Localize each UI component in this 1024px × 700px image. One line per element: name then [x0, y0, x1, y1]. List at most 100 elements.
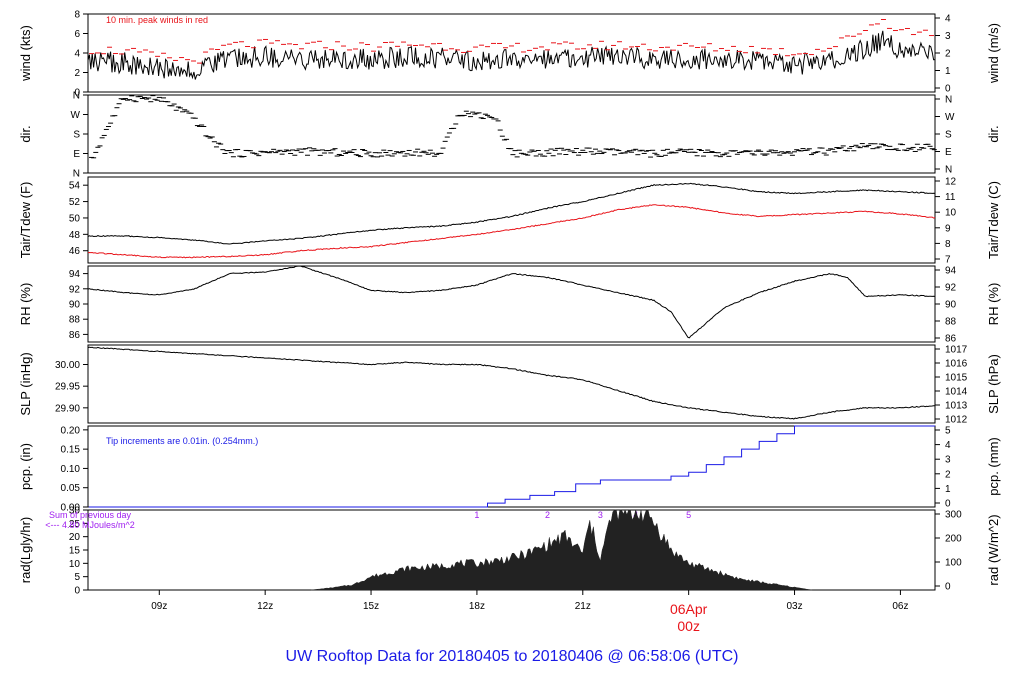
- y-tick-label: 0: [74, 586, 80, 597]
- y-tick-label: 30: [69, 506, 81, 517]
- panel-frame-slp: [87, 344, 936, 424]
- y-axis-label-right-rh: RH (%): [986, 283, 1001, 326]
- y-axis-label-right-slp: SLP (hPa): [986, 354, 1001, 414]
- y-right-tick-label: 92: [945, 283, 957, 294]
- y-right-tick-label: 100: [945, 558, 962, 569]
- y-axis-label-temp: Tair/Tdew (F): [18, 182, 33, 259]
- annotation-daily-sum-value: <--- 4.80 MJoules/m^2: [45, 520, 135, 530]
- panel-frame-temp: [87, 176, 936, 264]
- y-tick-label: 15: [69, 546, 81, 557]
- y-right-tick-label: S: [945, 130, 952, 141]
- series-area-rad: [310, 509, 813, 591]
- y-tick-label: 50: [69, 213, 81, 224]
- y-tick-label: 0.10: [61, 464, 81, 475]
- annotation-peak-winds: 10 min. peak winds in red: [106, 15, 208, 25]
- page-title: UW Rooftop Data for 20180405 to 20180406…: [285, 648, 739, 665]
- x-tick-label: 12z: [257, 601, 273, 612]
- y-right-tick-label: 8: [945, 239, 951, 250]
- y-right-tick-label: 2: [945, 469, 951, 480]
- x-tick-label: 21z: [575, 601, 591, 612]
- x-tick-label: 06z: [892, 601, 908, 612]
- y-right-tick-label: 10: [945, 208, 957, 219]
- y-tick-label: 48: [69, 230, 81, 241]
- y-tick-label: 0.00: [61, 503, 81, 514]
- y-right-tick-label: 11: [945, 192, 956, 203]
- y-axis-label-dir: dir.: [18, 125, 33, 142]
- y-right-tick-label: 7: [945, 255, 951, 266]
- y-right-tick-label: 0: [945, 582, 951, 593]
- y-tick-label: 20: [69, 532, 81, 543]
- y-right-tick-label: E: [945, 147, 952, 158]
- y-axis-label-slp: SLP (inHg): [18, 352, 33, 415]
- series-line-rh: [87, 265, 936, 339]
- y-right-tick-label: 1: [945, 484, 951, 495]
- series-line-temp: [87, 182, 936, 245]
- y-tick-label: 94: [69, 269, 81, 280]
- y-right-tick-label: 300: [945, 510, 962, 521]
- annotation-tip-increments: Tip increments are 0.01in. (0.254mm.): [106, 436, 258, 446]
- y-right-tick-label: 1: [945, 66, 951, 77]
- panel-frame-rh: [87, 265, 936, 343]
- y-right-tick-label: 1016: [945, 359, 968, 370]
- y-axis-label-right-wind: wind (m/s): [986, 23, 1001, 84]
- y-tick-label: 25: [69, 519, 81, 530]
- y-right-tick-label: 1017: [945, 345, 968, 356]
- y-right-tick-label: N: [945, 95, 952, 106]
- y-right-tick-label: 1013: [945, 401, 968, 412]
- hour-marker-label: 5: [686, 510, 691, 520]
- y-tick-label: 0.20: [61, 425, 81, 436]
- y-tick-label: 0: [74, 88, 80, 99]
- y-right-tick-label: 0: [945, 499, 951, 510]
- x-tick-label: 15z: [363, 601, 379, 612]
- y-axis-label-wind: wind (kts): [18, 25, 33, 82]
- y-tick-label: 8: [74, 10, 80, 21]
- y-right-tick-label: 5: [945, 426, 951, 437]
- y-right-tick-label: W: [945, 112, 955, 123]
- hour-marker-label: 3: [598, 510, 603, 520]
- series-line-temp: [87, 204, 936, 259]
- y-tick-label: N: [73, 91, 80, 102]
- y-right-tick-label: 3: [945, 31, 951, 42]
- y-tick-label: 92: [69, 284, 81, 295]
- y-axis-label-rad: rad(Lgly/hr): [18, 517, 33, 583]
- y-right-tick-label: 94: [945, 266, 957, 277]
- y-axis-label-right-pcp: pcp. (mm): [986, 437, 1001, 496]
- y-tick-label: E: [73, 149, 80, 160]
- y-tick-label: 0.15: [61, 445, 81, 456]
- annotation-daily-sum: Sum of previous day: [49, 510, 132, 520]
- y-tick-label: N: [73, 169, 80, 180]
- y-tick-label: 29.90: [55, 403, 80, 414]
- y-tick-label: S: [73, 130, 80, 141]
- x-tick-label: 09z: [151, 601, 167, 612]
- y-tick-label: W: [71, 110, 81, 121]
- y-right-tick-label: 12: [945, 177, 957, 188]
- y-right-tick-label: 9: [945, 223, 951, 234]
- y-tick-label: 30.00: [55, 360, 80, 371]
- y-right-tick-label: 1014: [945, 387, 968, 398]
- y-tick-label: 88: [69, 315, 81, 326]
- y-tick-label: 54: [69, 181, 81, 192]
- y-tick-label: 86: [69, 330, 81, 341]
- y-tick-label: 6: [74, 29, 80, 40]
- y-tick-label: 46: [69, 246, 81, 257]
- series-step-pcp: [88, 425, 935, 508]
- y-right-tick-label: 88: [945, 317, 957, 328]
- y-tick-label: 5: [74, 572, 80, 583]
- x-tick-label: 03z: [786, 601, 802, 612]
- y-right-tick-label: 90: [945, 300, 957, 311]
- y-tick-label: 52: [69, 197, 81, 208]
- panel-frame-pcp: [87, 425, 936, 508]
- hour-marker-label: 1: [474, 510, 479, 520]
- x-date-label: 06Apr: [670, 601, 708, 617]
- y-right-tick-label: 86: [945, 334, 957, 345]
- y-axis-label-right-temp: Tair/Tdew (C): [986, 181, 1001, 259]
- y-axis-label-rh: RH (%): [18, 283, 33, 326]
- y-right-tick-label: 1012: [945, 415, 968, 426]
- y-tick-label: 4: [74, 49, 80, 60]
- y-right-tick-label: 3: [945, 455, 951, 466]
- y-right-tick-label: N: [945, 165, 952, 176]
- y-tick-label: 2: [74, 68, 80, 79]
- y-right-tick-label: 1015: [945, 373, 968, 384]
- y-right-tick-label: 0: [945, 84, 951, 95]
